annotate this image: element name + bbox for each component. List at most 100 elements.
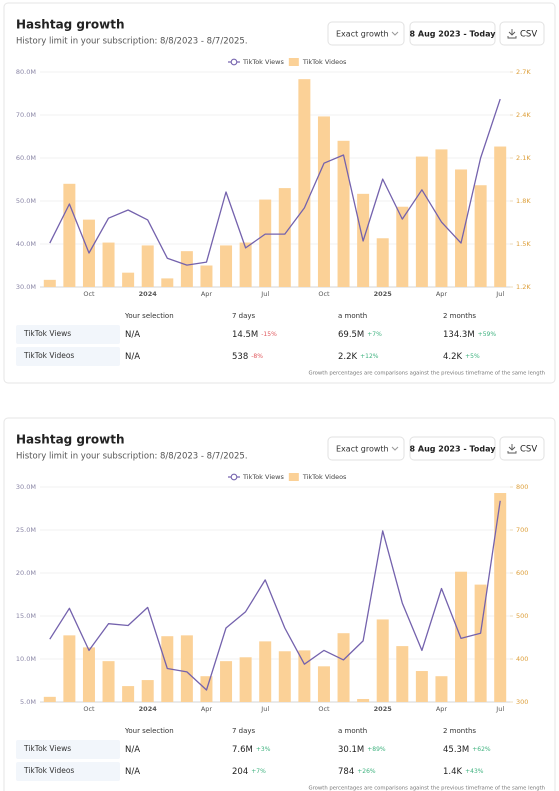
- y-tick-label: 30.0M: [16, 483, 36, 491]
- bar: [298, 79, 311, 288]
- bar: [220, 661, 233, 702]
- y2-tick-label: 2.1K: [516, 154, 531, 162]
- bar: [102, 242, 115, 287]
- table-header: a month: [338, 727, 367, 735]
- x-tick-label: 2025: [374, 705, 393, 713]
- growth-dropdown[interactable]: [327, 21, 405, 46]
- cell-value: N/A: [125, 352, 140, 362]
- y2-tick-label: 500: [516, 612, 528, 620]
- cell-change: +89%: [367, 746, 386, 753]
- legend-marker: [230, 58, 238, 66]
- panel-subtitle: History limit in your subscription: 8/8/…: [16, 37, 248, 47]
- cell-value: 7.6M: [232, 745, 253, 755]
- row-label: TikTok Videos: [23, 766, 74, 775]
- cell-value: 784: [338, 767, 354, 777]
- x-tick-label: Jul: [495, 290, 504, 298]
- cell-value: 30.1M: [338, 745, 364, 755]
- row-label: TikTok Views: [23, 744, 71, 753]
- bar: [200, 265, 213, 287]
- line: [49, 98, 501, 266]
- bar: [82, 647, 95, 702]
- table-cell: 14.5M -15%: [232, 330, 277, 340]
- button[interactable]: [499, 21, 545, 46]
- button-label: CSV: [520, 445, 537, 455]
- table-header: 2 months: [443, 312, 476, 320]
- bar: [43, 696, 56, 702]
- bar: [180, 635, 193, 702]
- bar: [317, 116, 330, 287]
- y-tick-label: 25.0M: [16, 526, 36, 534]
- cell-change: +43%: [465, 768, 484, 775]
- bar: [63, 635, 76, 702]
- y-tick-label: 60.0M: [16, 154, 36, 162]
- button[interactable]: [499, 436, 545, 461]
- growth-dropdown[interactable]: [327, 436, 405, 461]
- table-cell: 1.4K +43%: [443, 767, 484, 777]
- bar: [239, 242, 252, 287]
- table-cell: N/A: [125, 767, 140, 777]
- bar: [259, 641, 272, 702]
- button-label: 8 Aug 2023 - Today: [410, 30, 497, 39]
- bar: [298, 650, 311, 702]
- x-tick-label: Jul: [260, 290, 269, 298]
- x-tick-label: Apr: [436, 705, 448, 713]
- row-label: TikTok Videos: [23, 351, 74, 360]
- table-cell: N/A: [125, 330, 140, 340]
- y2-tick-label: 1.5K: [516, 240, 531, 248]
- x-tick-label: 2024: [139, 290, 158, 298]
- bar: [317, 666, 330, 702]
- cell-value: 134.3M: [443, 330, 475, 340]
- row-label: TikTok Views: [23, 329, 71, 338]
- table-cell: 69.5M +7%: [338, 330, 382, 340]
- x-tick-label: Jul: [495, 705, 504, 713]
- dropdown-label: Exact growth: [336, 30, 389, 39]
- row-label-bg: [16, 762, 120, 781]
- panel: Hashtag growth History limit in your subs…: [3, 417, 556, 791]
- x-tick-label: Oct: [318, 290, 330, 298]
- legend-label: TikTok Videos: [302, 473, 347, 481]
- y-tick-label: 80.0M: [16, 68, 36, 76]
- bar: [435, 676, 448, 702]
- y2-tick-label: 700: [516, 526, 528, 534]
- panel: Hashtag growth History limit in your subs…: [3, 2, 556, 384]
- y2-tick-label: 600: [516, 569, 528, 577]
- bar: [278, 188, 291, 287]
- panel-subtitle: History limit in your subscription: 8/8/…: [16, 452, 248, 462]
- legend-swatch: [288, 473, 299, 481]
- table-cell: 7.6M +3%: [232, 745, 271, 755]
- x-tick-label: Oct: [83, 290, 95, 298]
- cell-value: 538: [232, 352, 248, 362]
- bar: [494, 493, 507, 702]
- y-tick-label: 40.0M: [16, 240, 36, 248]
- y-tick-label: 70.0M: [16, 111, 36, 119]
- bar: [259, 199, 272, 287]
- cell-change: -8%: [251, 353, 263, 360]
- cell-change: +3%: [256, 746, 271, 753]
- bar: [396, 646, 409, 702]
- table-header: 7 days: [232, 312, 256, 320]
- table-header: Your selection: [124, 727, 174, 735]
- table-cell: 30.1M +89%: [338, 745, 386, 755]
- y2-tick-label: 1.8K: [516, 197, 531, 205]
- row-label-bg: [16, 740, 120, 759]
- chevron-icon: [391, 31, 399, 36]
- x-tick-label: Oct: [83, 705, 95, 713]
- table-cell: 538 -8%: [232, 352, 263, 362]
- bar: [357, 698, 370, 702]
- bar: [396, 206, 409, 287]
- x-tick-label: Apr: [201, 290, 213, 298]
- y-tick-label: 20.0M: [16, 569, 36, 577]
- bar: [376, 238, 389, 287]
- table-header: 2 months: [443, 727, 476, 735]
- button[interactable]: [409, 21, 496, 46]
- bar: [161, 278, 174, 287]
- cell-change: -15%: [261, 331, 277, 338]
- legend-label: TikTok Views: [242, 473, 284, 481]
- bar: [494, 146, 507, 287]
- bar: [455, 169, 468, 287]
- cell-value: N/A: [125, 745, 140, 755]
- x-tick-label: 2025: [374, 290, 393, 298]
- cell-value: N/A: [125, 330, 140, 340]
- button[interactable]: [409, 436, 496, 461]
